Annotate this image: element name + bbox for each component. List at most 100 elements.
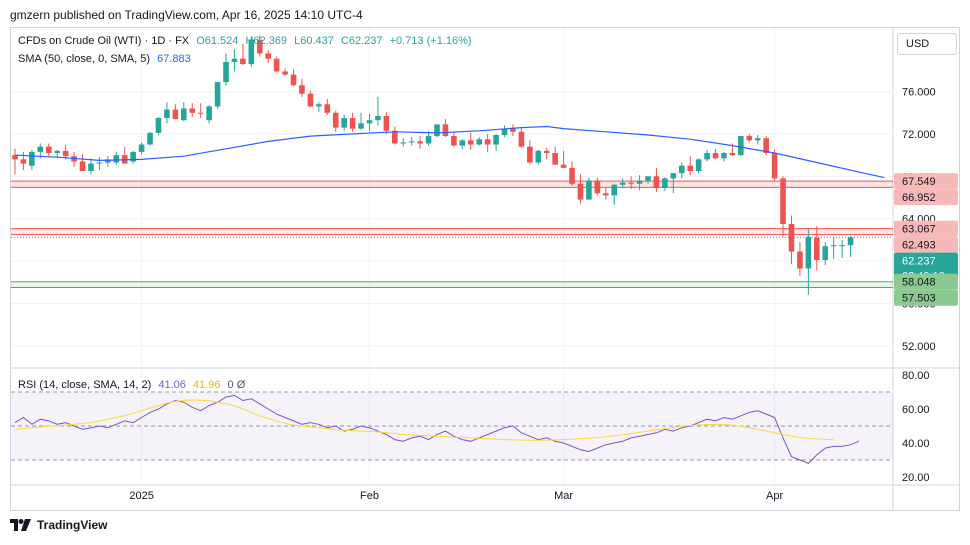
candle-body[interactable] (392, 130, 398, 144)
candle-body[interactable] (223, 61, 229, 83)
candle-body[interactable] (172, 109, 179, 120)
candle-body[interactable] (586, 180, 592, 200)
candle-body[interactable] (130, 151, 136, 162)
candle-body[interactable] (442, 124, 449, 137)
candle-body[interactable] (248, 39, 255, 65)
candle-body[interactable] (425, 136, 432, 144)
candle-body[interactable] (155, 118, 162, 133)
currency-button[interactable]: USD (897, 33, 957, 55)
candle-body[interactable] (332, 112, 339, 128)
candle-body[interactable] (780, 178, 786, 224)
candle-body[interactable] (62, 150, 69, 157)
candle-body[interactable] (628, 182, 634, 184)
candle-body[interactable] (79, 161, 86, 172)
candle-body[interactable] (417, 141, 423, 144)
rsi-label[interactable]: RSI (14, close, SMA, 14, 2) (18, 379, 152, 391)
candle-body[interactable] (88, 163, 94, 172)
sma-label[interactable]: SMA (50, close, 0, SMA, 5) (18, 53, 151, 65)
candle-body[interactable] (577, 183, 584, 200)
candle-body[interactable] (662, 178, 668, 188)
candle-body[interactable] (603, 193, 609, 196)
candle-body[interactable] (164, 109, 170, 119)
candle-body[interactable] (501, 128, 508, 135)
candle-body[interactable] (459, 140, 466, 146)
candle-body[interactable] (763, 138, 769, 154)
candle-body[interactable] (29, 151, 35, 166)
candle-body[interactable] (273, 58, 280, 72)
candle-body[interactable] (358, 123, 364, 129)
candle-body[interactable] (754, 138, 761, 141)
candle-body[interactable] (839, 245, 845, 247)
candle-body[interactable] (560, 164, 567, 168)
symbol-label[interactable]: CFDs on Crude Oil (WTI) · 1D · FX (18, 35, 190, 47)
candle-body[interactable] (678, 165, 685, 174)
candle-body[interactable] (189, 108, 196, 113)
candle-body[interactable] (822, 246, 829, 261)
candle-body[interactable] (738, 136, 744, 156)
candle-body[interactable] (527, 146, 533, 163)
candle-body[interactable] (197, 112, 204, 114)
candle-body[interactable] (12, 155, 18, 160)
candle-body[interactable] (797, 251, 803, 269)
candle-body[interactable] (256, 39, 263, 54)
candle-body[interactable] (847, 237, 854, 246)
candle-body[interactable] (619, 182, 626, 185)
candle-body[interactable] (493, 134, 499, 145)
candle-body[interactable] (535, 150, 542, 163)
candle-body[interactable] (510, 128, 516, 132)
candle-body[interactable] (771, 153, 778, 179)
candle-body[interactable] (231, 58, 238, 62)
candle-body[interactable] (636, 180, 643, 184)
candle-body[interactable] (434, 124, 440, 137)
candle-body[interactable] (324, 104, 331, 113)
candle-body[interactable] (746, 136, 753, 141)
candle-body[interactable] (552, 153, 558, 165)
candle-body[interactable] (467, 140, 474, 145)
candle-body[interactable] (569, 167, 575, 184)
candle-body[interactable] (341, 118, 347, 128)
candle-body[interactable] (265, 53, 271, 59)
candle-body[interactable] (451, 136, 457, 146)
candle-body[interactable] (282, 71, 288, 75)
candle-body[interactable] (695, 159, 702, 172)
candle-body[interactable] (349, 118, 356, 129)
candle-body[interactable] (138, 144, 145, 152)
candle-body[interactable] (814, 237, 820, 261)
candle-body[interactable] (113, 155, 120, 163)
candle-body[interactable] (240, 58, 246, 65)
candle-body[interactable] (594, 180, 601, 194)
candle-body[interactable] (712, 153, 719, 159)
candle-body[interactable] (45, 146, 52, 154)
candle-body[interactable] (307, 93, 314, 107)
candle-body[interactable] (105, 159, 111, 163)
candle-body[interactable] (611, 184, 618, 196)
candle-body[interactable] (408, 141, 415, 143)
candle-body[interactable] (316, 104, 322, 107)
candle-body[interactable] (206, 106, 212, 121)
candle-body[interactable] (830, 245, 837, 247)
candle-body[interactable] (54, 150, 60, 154)
candle-body[interactable] (181, 108, 187, 121)
candle-body[interactable] (721, 153, 727, 159)
candle-body[interactable] (704, 153, 710, 160)
candle-body[interactable] (788, 223, 795, 252)
candle-body[interactable] (645, 176, 651, 181)
candle-body[interactable] (290, 74, 297, 86)
candle-body[interactable] (484, 139, 491, 145)
candle-body[interactable] (805, 236, 812, 269)
candle-body[interactable] (383, 115, 390, 131)
candle-body[interactable] (214, 82, 221, 107)
candle-body[interactable] (670, 173, 677, 179)
candle-body[interactable] (299, 85, 305, 94)
candle-body[interactable] (375, 115, 381, 121)
candle-body[interactable] (687, 165, 693, 172)
candle-body[interactable] (147, 132, 153, 145)
candle-body[interactable] (366, 120, 373, 124)
candle-body[interactable] (400, 142, 407, 144)
candle-body[interactable] (96, 162, 103, 164)
candle-body[interactable] (729, 153, 736, 156)
candle-body[interactable] (476, 139, 482, 145)
candle-body[interactable] (20, 159, 27, 164)
candle-body[interactable] (518, 131, 525, 147)
